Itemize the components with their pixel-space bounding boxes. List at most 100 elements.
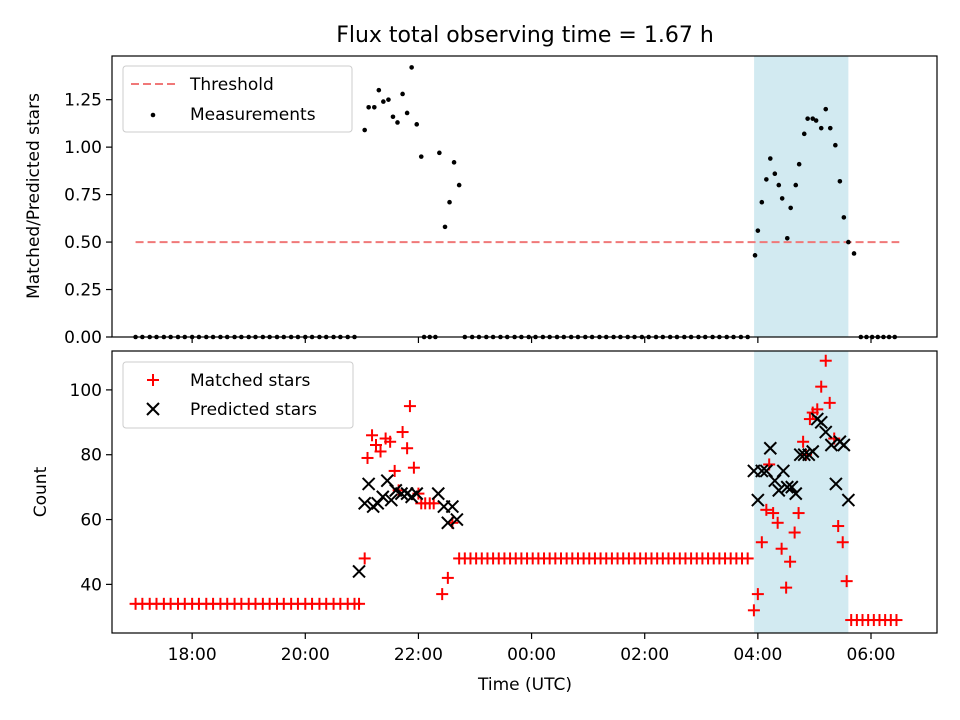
measurement-point xyxy=(752,253,758,258)
matched-star-point xyxy=(767,507,780,520)
matched-star-point xyxy=(788,526,801,539)
measurement-point xyxy=(846,239,851,245)
y-tick-label: 0.00 xyxy=(64,328,102,348)
matched-star-point xyxy=(353,597,366,610)
predicted-star-point xyxy=(829,477,843,491)
x-tick-label: 04:00 xyxy=(733,645,782,665)
measurement-point xyxy=(362,127,367,133)
measurement-point xyxy=(400,91,405,97)
predicted-star-point xyxy=(789,486,803,501)
measurement-point xyxy=(793,182,799,188)
matched-star-point xyxy=(815,380,828,393)
predicted-star-point xyxy=(431,486,445,501)
matched-star-point xyxy=(784,555,797,568)
measurement-point xyxy=(395,120,400,125)
measurement-point xyxy=(404,110,410,116)
top-highlight-span xyxy=(754,56,849,337)
predicted-star-point xyxy=(806,444,820,459)
measurement-point xyxy=(827,125,833,131)
predicted-star-point xyxy=(357,496,372,511)
matched-star-point xyxy=(388,464,401,477)
matched-star-point xyxy=(407,461,420,474)
measurement-point xyxy=(414,122,420,127)
predicted-star-point xyxy=(785,480,799,494)
bottom-axes-frame xyxy=(111,350,938,634)
predicted-star-point xyxy=(751,493,765,507)
measurement-point xyxy=(779,196,785,201)
measurement-point xyxy=(755,228,761,233)
matched-star-point xyxy=(403,400,416,413)
predicted-star-point xyxy=(824,438,839,452)
predicted-star-point xyxy=(772,483,786,498)
matched-star-point xyxy=(819,354,832,367)
top-y-axis-label: Matched/Predicted stars xyxy=(24,93,44,299)
matched-star-point xyxy=(771,516,784,529)
predicted-star-point xyxy=(814,415,828,430)
top-axis-ticks: 0.00 0.25 0.50 0.75 1.00 1.25 xyxy=(64,91,872,348)
measurement-point xyxy=(437,150,442,156)
y-tick-label: 0.25 xyxy=(64,281,102,301)
predicted-star-point xyxy=(410,486,424,501)
bottom-legend-box xyxy=(122,361,354,429)
x-tick-label: 06:00 xyxy=(847,645,896,665)
predicted-star-point xyxy=(450,512,464,527)
measurement-point xyxy=(390,114,396,120)
y-tick-label: 1.00 xyxy=(64,138,102,158)
x-tick-label: 18:00 xyxy=(168,645,217,665)
predicted-star-point xyxy=(837,438,851,452)
measurement-point xyxy=(805,116,810,121)
y-tick-label: 100 xyxy=(70,381,102,401)
matched-star-point xyxy=(751,588,764,601)
x-axis-label: Time (UTC) xyxy=(477,675,572,695)
matched-star-point xyxy=(823,396,836,409)
predicted-star-point xyxy=(441,516,455,530)
measurement-point xyxy=(818,125,824,131)
matched-star-point xyxy=(741,552,754,565)
measurement-point xyxy=(759,199,765,205)
predicted-star-point xyxy=(841,493,856,507)
measurement-point xyxy=(386,97,391,102)
measurement-point xyxy=(837,179,843,184)
measurement-point xyxy=(823,106,829,112)
measurement-point xyxy=(409,65,414,70)
measurement-point xyxy=(801,131,807,137)
y-tick-label: 1.25 xyxy=(64,91,102,111)
matched-star-point xyxy=(760,503,773,516)
measurement-point xyxy=(447,199,452,205)
threshold-legend-label: Threshold xyxy=(189,75,274,95)
matched-legend-label: Matched stars xyxy=(190,371,310,391)
measurement-point xyxy=(813,118,819,123)
predicted-star-point xyxy=(394,486,409,501)
measurement-point xyxy=(372,104,377,110)
matched-star-point xyxy=(775,542,788,555)
measurement-point xyxy=(764,177,769,182)
bottom-panel: 40 60 80 100 18:00 20:00 22:00 00:00 02:00 04:00 0… xyxy=(31,350,938,695)
y-tick-label: 60 xyxy=(80,511,102,531)
matched-star-point xyxy=(803,413,816,426)
measurement-point xyxy=(442,224,448,230)
matched-star-point xyxy=(780,581,793,594)
matched-legend-swatch xyxy=(147,374,159,386)
predicted-star-point xyxy=(819,425,833,439)
matched-star-point xyxy=(441,571,454,584)
bottom-series xyxy=(129,354,903,627)
measurement-point xyxy=(851,251,857,256)
matched-star-point xyxy=(370,439,382,451)
predicted-star-point xyxy=(776,464,791,478)
x-tick-label: 00:00 xyxy=(507,645,556,665)
x-tick-label: 02:00 xyxy=(620,645,669,665)
measurement-point xyxy=(376,87,382,93)
x-tick-label: 22:00 xyxy=(394,645,443,665)
predicted-star-point xyxy=(763,441,778,455)
matched-star-point xyxy=(811,403,824,416)
matched-star-point xyxy=(747,604,760,617)
measurement-point xyxy=(796,161,802,167)
measurement-point xyxy=(810,116,816,121)
predicted-star-point xyxy=(384,493,398,507)
matched-star-point xyxy=(832,520,845,533)
measurements-legend-label: Measurements xyxy=(190,105,316,125)
measurement-point xyxy=(784,235,790,241)
predicted-star-point xyxy=(445,499,460,514)
matched-star-point xyxy=(755,536,768,549)
bottom-axis-ticks: 40 60 80 100 18:00 20:00 22:00 00:00 02:00 04:00 0… xyxy=(70,381,896,665)
